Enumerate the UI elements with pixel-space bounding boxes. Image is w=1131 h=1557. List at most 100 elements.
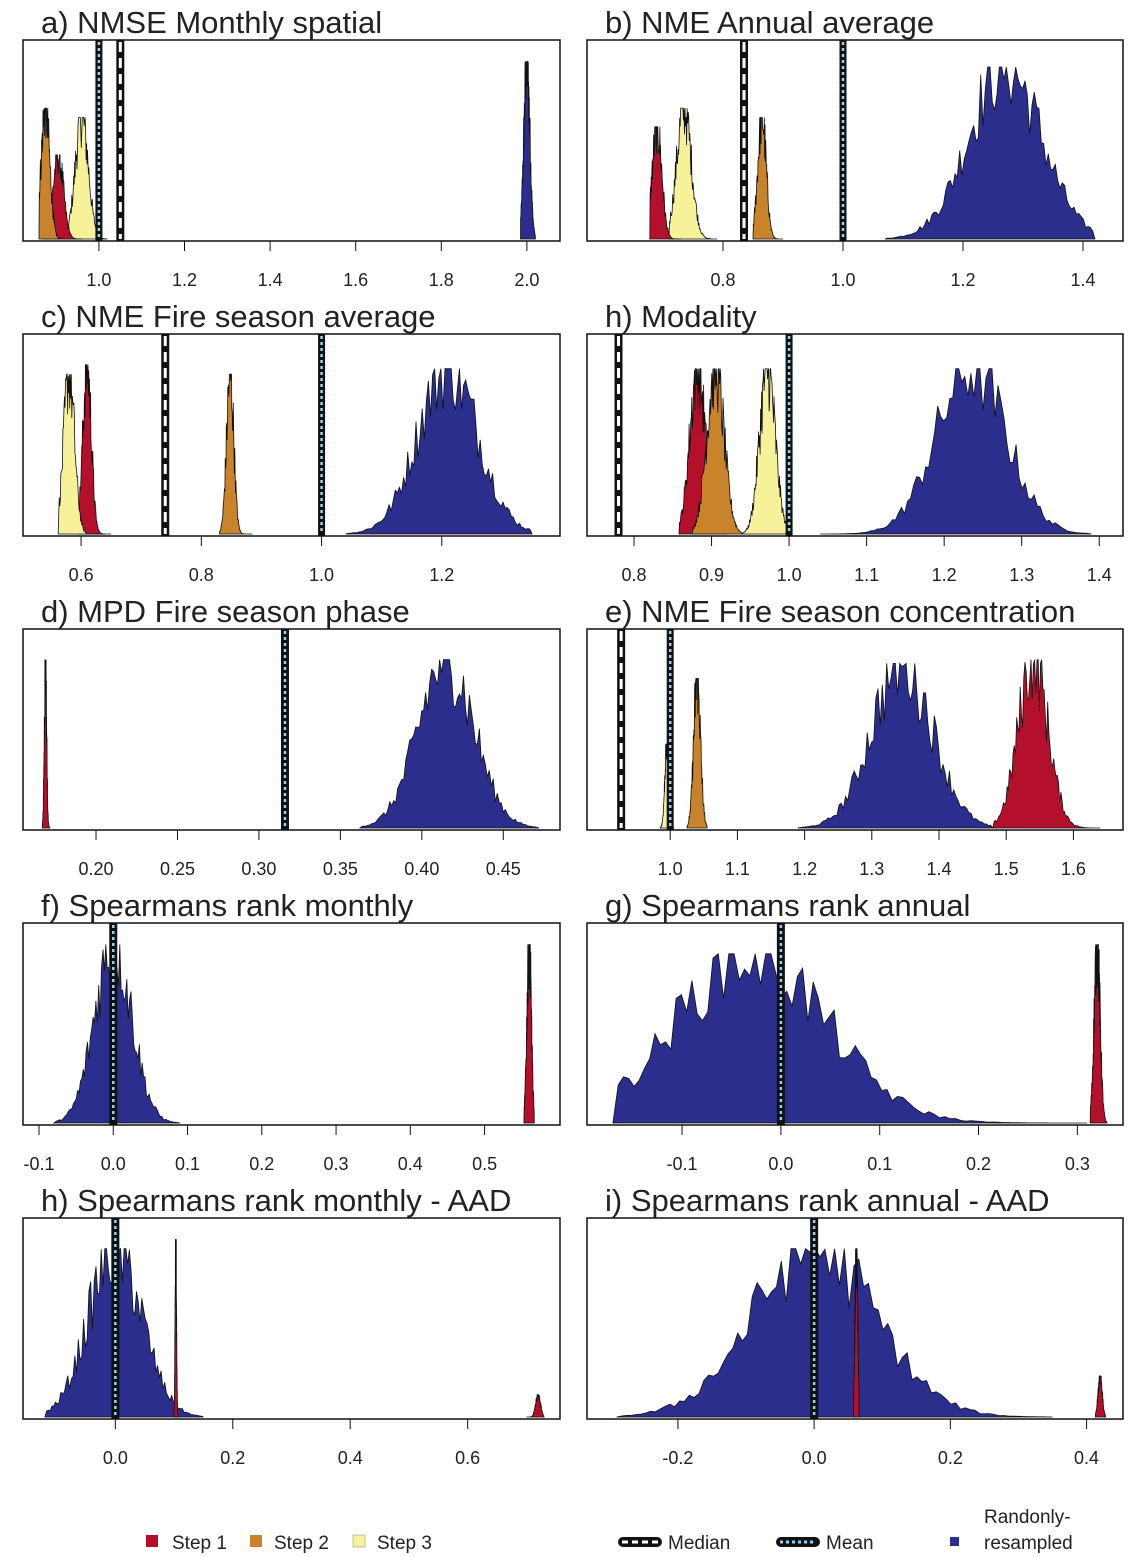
series-area-randonly-resampled [44,1248,204,1418]
legend-step3-label: Step 3 [377,1533,432,1554]
series-area-randonly-resampled [345,368,533,535]
x-tick-label: 0.3 [1065,1154,1090,1174]
panel-5: d) MPD Fire season phase 0.20 0.25 0.30 0.35… [22,594,561,879]
legend-step2-label: Step 2 [274,1533,329,1554]
series-area-step-2 [752,117,783,240]
x-tick-label: 1.0 [309,565,334,585]
legend-step3-swatch [352,1534,366,1548]
panel-title: g) Spearmans rank annual [605,888,970,923]
panel-title: d) MPD Fire season phase [41,594,410,629]
x-tick-label: 1.4 [258,270,283,290]
series-area-randonly-resampled [612,953,1088,1124]
panel-frame [586,333,1124,537]
panel-title: f) Spearmans rank monthly [41,888,414,923]
series-area-step-1 [77,364,112,535]
x-tick-label: 1.6 [343,270,368,290]
x-tick-label: 1.3 [1009,565,1034,585]
series-area-step-2 [691,368,744,535]
series-area-step-3 [57,373,106,535]
x-tick-label: 0.30 [241,859,276,879]
x-tick-label: 0.8 [621,565,646,585]
x-tick-label: 1.6 [1061,859,1086,879]
x-tick-label: 1.2 [932,565,957,585]
series-area-randonly-resampled [520,60,536,240]
series-area-step-1 [1089,944,1108,1124]
x-tick-label: 1.0 [830,270,855,290]
x-tick-label: -0.1 [667,1154,698,1174]
x-tick-label: 1.4 [1070,270,1095,290]
x-tick-label: 1.2 [792,859,817,879]
panel-title: e) NME Fire season concentration [605,594,1075,629]
panel-9: h) Spearmans rank monthly - AAD 0.0 0.2 0.4… [22,1183,561,1468]
series-area-randonly-resampled [616,1248,1053,1418]
series-area-step-2 [38,107,65,240]
x-tick-label: 0.6 [455,1448,480,1468]
series-area-randonly-resampled [820,368,1092,535]
legend: Step 1 Step 2 Step 3 Median Mean Randonl… [146,1507,1073,1554]
x-tick-label: 0.2 [938,1448,963,1468]
series-area-randonly-resampled [797,662,994,829]
series-area-step-2 [218,373,253,535]
series-area-step-1 [523,944,535,1124]
panel-title: c) NME Fire season average [41,299,436,334]
legend-step1-swatch [146,1535,158,1547]
x-tick-label: 0.2 [249,1154,274,1174]
x-tick-label: 0.4 [398,1154,423,1174]
x-tick-label: 0.25 [160,859,195,879]
x-tick-label: 0.6 [69,565,94,585]
x-tick-label: 1.5 [994,859,1019,879]
x-tick-label: 1.1 [854,565,879,585]
panel-6: e) NME Fire season concentration 1.0 1.1 1.… [586,594,1124,879]
panel-2: b) NME Annual average 0.8 1.0 1.2 1.4 [586,5,1124,290]
x-tick-label: 0.1 [867,1154,892,1174]
x-tick-label: 0.0 [802,1448,827,1468]
panel-frame [22,39,561,242]
panel-7: f) Spearmans rank monthly -0.1 0.0 0.1 0.2 0.… [22,888,561,1174]
x-tick-label: 0.45 [486,859,521,879]
panel-title: h) Spearmans rank monthly - AAD [41,1183,511,1218]
x-tick-label: 0.40 [404,859,439,879]
x-tick-label: 1.0 [658,859,683,879]
series-area-step-1 [526,1394,545,1418]
x-tick-label: 1.2 [172,270,197,290]
legend-random-label-line2: resampled [984,1533,1073,1554]
panel-8: g) Spearmans rank annual -0.1 0.0 0.1 0.2 0.3 [586,888,1124,1174]
legend-mean-label: Mean [826,1533,874,1554]
x-tick-label: 0.2 [966,1154,991,1174]
x-tick-label: 0.35 [323,859,358,879]
x-tick-label: 1.4 [926,859,951,879]
x-tick-label: 1.8 [429,270,454,290]
x-tick-label: 0.2 [220,1448,245,1468]
x-tick-label: 1.0 [777,565,802,585]
series-area-step-3 [668,107,717,240]
x-tick-label: 0.8 [189,565,214,585]
series-area-randonly-resampled [884,66,1096,240]
x-tick-label: 0.9 [699,565,724,585]
x-tick-label: 0.1 [175,1154,200,1174]
x-tick-label: 1.2 [429,565,454,585]
panel-1: a) NMSE Monthly spatial 1.0 1.2 1.4 1.6 1.8 2.… [22,5,561,290]
x-tick-label: 0.4 [1074,1448,1099,1468]
legend-median-label: Median [668,1533,730,1554]
panel-title: h) Modality [605,299,757,334]
series-area-randonly-resampled [358,659,540,829]
series-area-step-1 [853,1248,860,1418]
x-tick-label: 0.8 [710,270,735,290]
x-tick-label: 0.5 [472,1154,497,1174]
panel-title: a) NMSE Monthly spatial [41,5,382,40]
legend-step2-swatch [250,1535,262,1547]
x-tick-label: 0.0 [101,1154,126,1174]
legend-mean-symbol [776,1537,820,1547]
legend-random-swatch [950,1537,959,1546]
panel-title: b) NME Annual average [605,5,934,40]
x-tick-label: 0.0 [103,1448,128,1468]
x-tick-label: 1.3 [859,859,884,879]
x-tick-label: 0.0 [768,1154,793,1174]
legend-median-symbol [618,1537,662,1547]
legend-step1-label: Step 1 [172,1533,227,1554]
series-area-step-1-0-42 [1094,1375,1107,1418]
panel-title: i) Spearmans rank annual - AAD [605,1183,1050,1218]
series-area-step-3 [741,368,788,535]
legend-random-label-line1: Randonly- [984,1507,1071,1528]
